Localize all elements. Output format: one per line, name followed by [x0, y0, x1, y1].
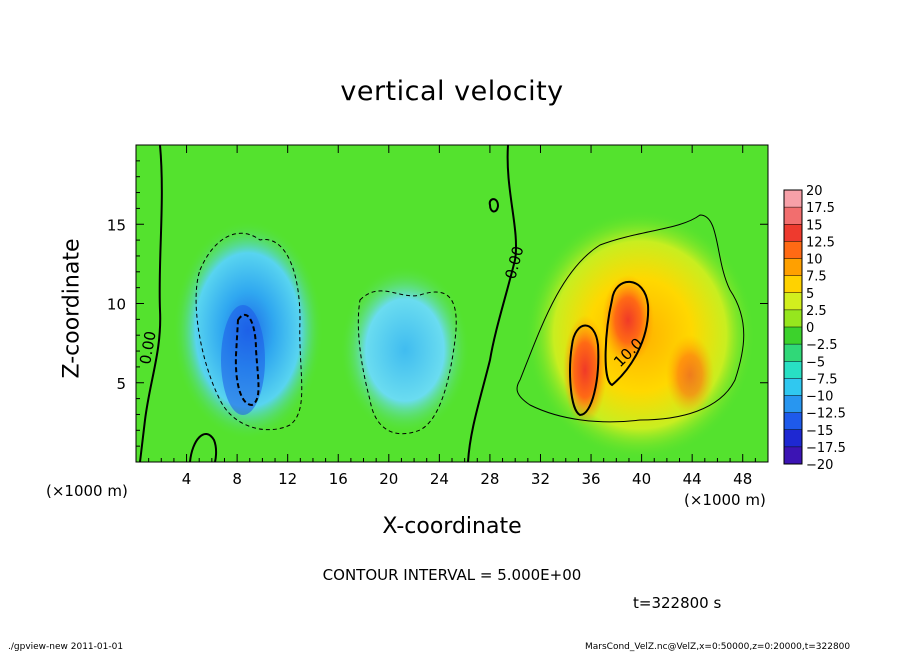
contour-interval-label: CONTOUR INTERVAL = 5.000E+00	[322, 566, 582, 584]
contour-label-0: 0.00	[136, 330, 160, 366]
footer-right: MarsCond_VelZ.nc@VelZ,x=0:50000,z=0:2000…	[585, 642, 851, 652]
x-axis-unit: (×1000 m)	[684, 491, 766, 509]
colorbar-segment	[784, 207, 802, 225]
x-axis-label: X-coordinate	[382, 514, 522, 539]
x-tick-label: 16	[329, 470, 348, 488]
negative-contour-right	[357, 290, 457, 435]
colorbar-label: −15	[806, 424, 833, 439]
x-tick-label: 8	[232, 470, 242, 488]
colorbar-segment	[784, 446, 802, 464]
colorbar-label: −20	[806, 458, 833, 473]
x-tick-label: 24	[430, 470, 449, 488]
x-tick-label: 48	[733, 470, 752, 488]
colorbar-segment	[784, 344, 802, 362]
colorbar-label: 20	[806, 184, 823, 199]
colorbar-segment	[784, 190, 802, 208]
y-ticks: 5 10 15	[107, 160, 768, 447]
colorbar-segment	[784, 258, 802, 276]
field-layer	[136, 145, 768, 462]
colorbar-segment	[784, 361, 802, 379]
colorbar-segment	[784, 395, 802, 413]
chart-title: vertical velocity	[340, 76, 564, 107]
colorbar-label: −17.5	[806, 441, 846, 456]
colorbar-label: −5	[806, 355, 825, 370]
colorbar-label: 5	[806, 287, 814, 302]
y-tick-label: 5	[116, 375, 126, 393]
downdraft-core	[221, 305, 265, 415]
y-tick-label: 10	[107, 296, 126, 314]
colorbar-segment	[784, 378, 802, 396]
colorbar-segment	[784, 224, 802, 242]
colorbar-segment	[784, 241, 802, 259]
x-tick-label: 36	[581, 470, 600, 488]
colorbar-label: 15	[806, 218, 823, 233]
zero-contour-bottom	[189, 433, 218, 462]
colorbar-label: −10	[806, 390, 833, 405]
x-tick-label: 44	[683, 470, 702, 488]
colorbar-label: 10	[806, 253, 823, 268]
colorbar-label: 17.5	[806, 201, 835, 216]
x-tick-label: 28	[480, 470, 499, 488]
colorbar-segment	[784, 327, 802, 345]
colorbar-label: 0	[806, 321, 814, 336]
colorbar-label: −12.5	[806, 407, 846, 422]
downdraft-region-right	[340, 265, 470, 435]
y-axis-unit: (×1000 m)	[46, 482, 128, 500]
colorbar-segment	[784, 275, 802, 293]
colorbar-label: 12.5	[806, 235, 835, 250]
colorbar-segment	[784, 429, 802, 447]
zero-contour-island	[488, 198, 500, 213]
colorbar-segment	[784, 292, 802, 310]
zero-contour-right	[467, 145, 517, 462]
footer-left: ./gpview-new 2011-01-01	[8, 642, 124, 652]
zero-contour-left	[139, 145, 163, 462]
colorbar: 20 17.5 15 12.5 10 7.5 5 2.5 0 −2.5 −5 −7.5 −10 −12.5…	[783, 184, 846, 473]
x-tick-label: 32	[531, 470, 550, 488]
time-label: t=322800 s	[633, 594, 722, 612]
updraft-core-a	[563, 315, 607, 425]
colorbar-label: −2.5	[806, 338, 838, 353]
positive-contour-core-a	[569, 324, 600, 417]
colorbar-segment	[784, 412, 802, 430]
x-ticks: 4 8 12 16 20 24 28 32 36 40 44 48	[148, 145, 769, 488]
y-tick-label: 15	[107, 216, 126, 234]
colorbar-label: 2.5	[806, 304, 827, 319]
x-tick-label: 4	[182, 470, 192, 488]
colorbar-label: 7.5	[806, 270, 827, 285]
positive-contour-core-b	[604, 280, 650, 387]
x-tick-label: 20	[379, 470, 398, 488]
colorbar-label: −7.5	[806, 372, 838, 387]
positive-contour-outer	[516, 214, 745, 423]
x-tick-label: 40	[632, 470, 651, 488]
negative-contour-core	[234, 313, 260, 407]
colorbar-segment	[784, 309, 802, 327]
x-tick-label: 12	[278, 470, 297, 488]
updraft-core-c	[666, 335, 714, 415]
